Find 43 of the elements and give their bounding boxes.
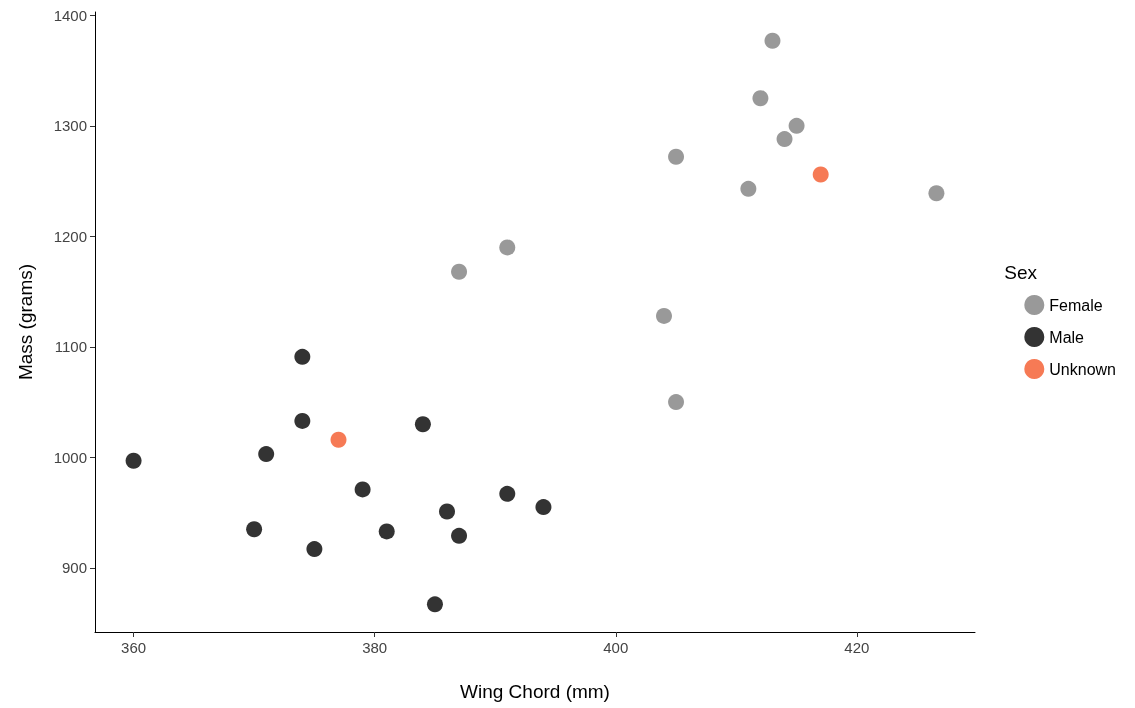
point xyxy=(354,481,371,498)
point xyxy=(125,452,142,469)
y-tick-label: 900 xyxy=(61,559,87,577)
point xyxy=(246,521,263,538)
point xyxy=(535,499,552,516)
legend-title: Sex xyxy=(1004,262,1038,283)
point xyxy=(740,180,757,197)
x-tick-label: 360 xyxy=(121,639,147,656)
point xyxy=(656,307,672,324)
point xyxy=(776,131,793,148)
point xyxy=(499,239,516,256)
legend-label: Unknown xyxy=(1049,360,1116,378)
point xyxy=(414,416,431,433)
point xyxy=(426,596,443,613)
y-tick-label: 1100 xyxy=(54,338,87,356)
point xyxy=(439,503,455,520)
point xyxy=(752,90,769,107)
point xyxy=(378,523,395,540)
point xyxy=(306,541,323,558)
y-tick-label: 1400 xyxy=(53,6,87,24)
x-tick-label: 380 xyxy=(362,639,388,656)
y-tick-label: 1000 xyxy=(53,448,87,466)
legend-label: Female xyxy=(1049,296,1103,314)
y-tick-label: 1300 xyxy=(53,117,87,135)
point xyxy=(258,446,275,463)
point xyxy=(451,527,468,544)
point xyxy=(451,263,468,280)
point xyxy=(788,117,805,134)
y-axis-title: Mass (grams) xyxy=(15,263,36,381)
point xyxy=(668,148,685,165)
point xyxy=(928,185,945,202)
y-tick-label: 1200 xyxy=(53,227,87,245)
x-axis-title: Wing Chord (mm) xyxy=(460,681,610,702)
point xyxy=(499,485,516,502)
point xyxy=(294,348,311,365)
x-tick-label: 400 xyxy=(603,639,629,656)
legend-label: Male xyxy=(1049,328,1085,346)
point xyxy=(764,32,781,49)
point xyxy=(294,412,311,429)
point xyxy=(812,166,829,183)
x-tick-label: 420 xyxy=(844,639,870,656)
point xyxy=(668,394,685,411)
point xyxy=(330,431,347,448)
